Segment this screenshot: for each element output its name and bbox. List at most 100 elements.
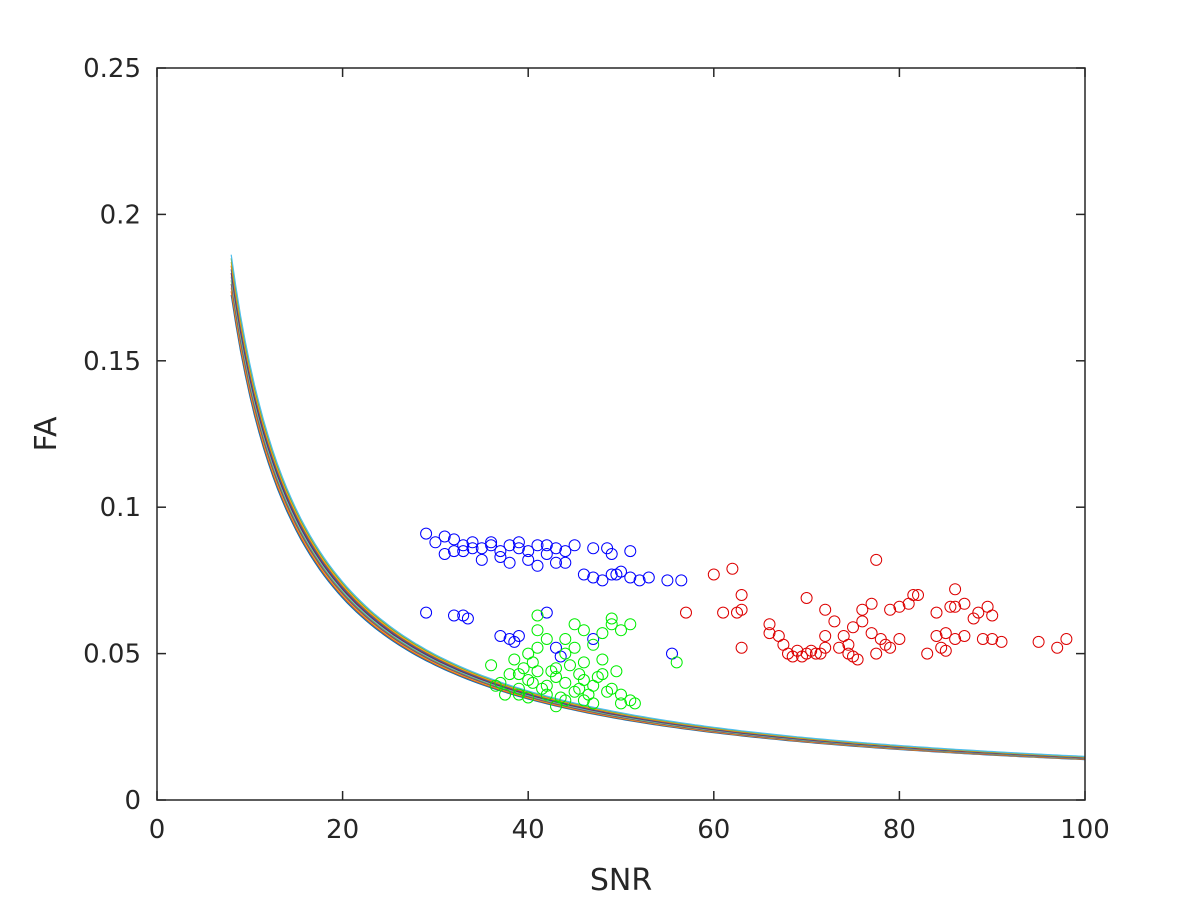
series-3-point <box>893 600 906 613</box>
series-2-point <box>550 662 562 675</box>
series-1-point <box>448 533 460 546</box>
series-3-point <box>930 606 943 619</box>
series-1-point <box>503 539 516 552</box>
series-3-point <box>986 633 999 645</box>
series-2-point <box>577 624 590 637</box>
series-1-point <box>466 536 479 549</box>
series-3-point <box>995 635 1008 648</box>
series-1-point <box>522 545 535 558</box>
series-3-point <box>949 633 962 645</box>
series-3-point <box>763 627 776 640</box>
series-2-point <box>587 697 600 710</box>
series-2-point <box>596 627 609 640</box>
y-tick-label: 0.15 <box>83 347 141 377</box>
series-2-point <box>568 641 581 654</box>
series-1-point <box>522 553 535 566</box>
series-2-point <box>559 633 572 645</box>
series-1-point <box>512 630 525 642</box>
series-1-point <box>675 574 688 587</box>
series-1-point <box>512 536 525 549</box>
series-3-point <box>865 597 878 610</box>
series-2-point <box>628 697 641 710</box>
fit-curve-12 <box>230 254 1086 757</box>
series-1-point <box>633 574 646 587</box>
series-3-point <box>976 633 989 645</box>
series-2-point <box>624 618 637 631</box>
series-1-point <box>457 539 470 552</box>
series-1-point <box>512 542 525 555</box>
x-axis-title: SNR <box>590 863 652 898</box>
y-tick-label: 0.2 <box>100 200 141 230</box>
series-1-point <box>642 571 655 584</box>
series-1-point <box>624 571 637 584</box>
y-tick-label: 0.05 <box>83 640 141 670</box>
series-2-point <box>587 638 600 651</box>
series-2-point <box>573 668 586 681</box>
series-2-point <box>610 665 623 678</box>
series-2-point <box>485 659 498 672</box>
series-3-point <box>735 589 748 601</box>
series-1-point <box>587 542 600 555</box>
series-2-point <box>550 700 562 713</box>
series-1-point <box>605 568 618 581</box>
series-3-point <box>809 647 822 660</box>
series-3-point <box>717 606 730 619</box>
series-3-point <box>800 592 813 604</box>
series-1-point <box>559 556 572 569</box>
curves-layer <box>230 254 1086 761</box>
series-2-point <box>591 671 604 683</box>
series-1-point <box>550 542 562 555</box>
series-1-point <box>596 574 609 587</box>
series-1-point <box>624 545 637 558</box>
series-3-point <box>949 600 962 613</box>
series-2-point <box>559 676 572 689</box>
series-1-point <box>587 571 600 584</box>
series-2-point <box>601 685 614 698</box>
series-3-point <box>851 653 864 666</box>
series-3-point <box>833 641 846 654</box>
series-3-point <box>856 603 869 616</box>
series-1-point <box>577 568 590 581</box>
series-1-point <box>448 609 460 622</box>
series-1-point <box>485 536 498 549</box>
series-1-point <box>503 556 516 569</box>
points-layer <box>420 527 1073 713</box>
series-1-point <box>540 606 553 619</box>
series-3-point <box>986 609 999 622</box>
y-axis-title: FA <box>29 416 64 452</box>
series-2-point <box>531 609 544 622</box>
series-2-point <box>615 697 627 710</box>
series-3-point <box>847 621 859 634</box>
series-3-point <box>939 627 952 640</box>
series-3-point <box>865 627 878 640</box>
series-1-point <box>475 553 488 566</box>
series-2-point <box>605 612 618 625</box>
series-3-point <box>893 633 906 645</box>
series-3-point <box>907 589 920 601</box>
series-2-point <box>605 618 618 631</box>
series-1-point <box>540 548 553 560</box>
series-3-point <box>1060 633 1073 645</box>
y-tick-label: 0.1 <box>100 493 141 523</box>
series-3-point <box>949 583 962 596</box>
series-1-point <box>466 542 479 555</box>
series-3-point <box>870 553 883 566</box>
x-tick-label: 60 <box>697 815 730 845</box>
series-1-point <box>605 548 618 560</box>
series-2-point <box>577 694 590 707</box>
series-3-point <box>1051 641 1064 654</box>
series-3-point <box>819 630 832 642</box>
x-tick-label: 100 <box>1060 815 1110 845</box>
series-1-point <box>531 559 544 572</box>
series-3-point <box>930 630 943 642</box>
series-1-point <box>448 545 460 558</box>
series-1-point <box>540 539 553 552</box>
series-3-point <box>819 641 832 654</box>
series-1-point <box>494 630 507 642</box>
series-1-point <box>457 545 470 558</box>
series-2-point <box>596 653 609 666</box>
y-tick-label: 0.25 <box>83 54 141 84</box>
series-3-point <box>680 606 692 619</box>
series-2-point <box>577 656 590 669</box>
series-2-point <box>526 676 539 689</box>
